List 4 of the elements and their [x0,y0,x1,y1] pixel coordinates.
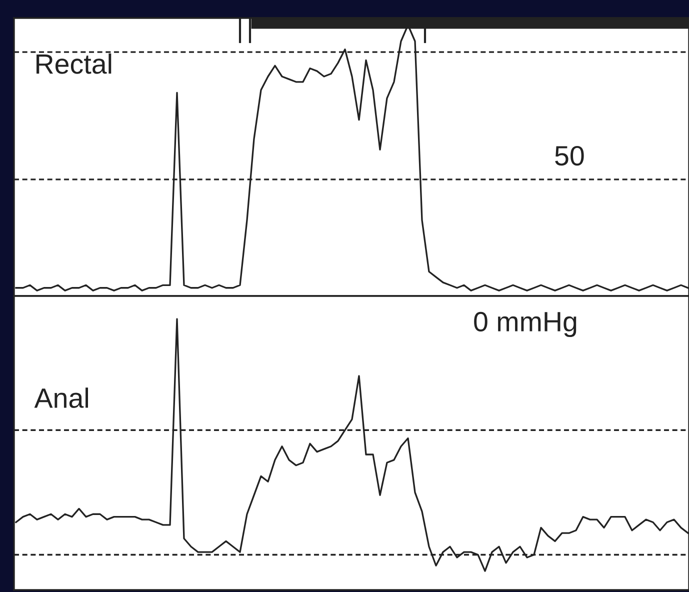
annotation: Anal [34,388,88,408]
annotation: 0 mmHg [474,312,576,338]
annotation: 50 [555,146,584,166]
annotation: Rectal [36,53,112,74]
